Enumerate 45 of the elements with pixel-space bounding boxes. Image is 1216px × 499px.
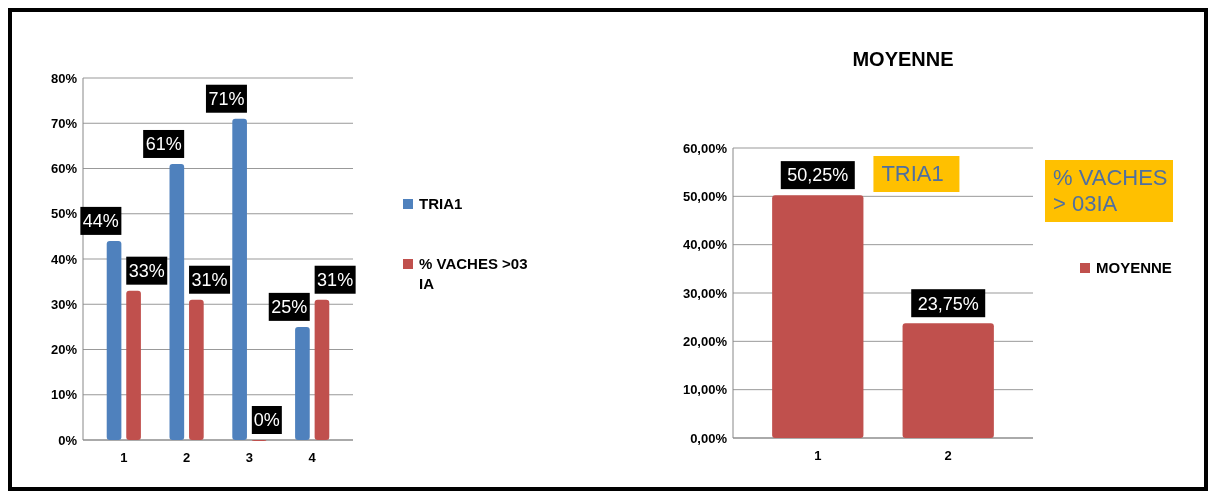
y-tick-label: 0,00% <box>690 430 728 446</box>
data-label: 50,25% <box>787 165 849 186</box>
bar <box>169 163 185 440</box>
y-tick-label: 30% <box>50 296 78 312</box>
x-tick-label: 2 <box>182 450 191 465</box>
data-label: 23,75% <box>917 293 979 314</box>
y-tick-label: 20,00% <box>682 333 728 349</box>
y-tick-label: 40,00% <box>682 237 728 253</box>
bar <box>295 326 310 440</box>
x-tick-label: 1 <box>814 448 822 463</box>
y-tick-label: 30,00% <box>682 285 728 301</box>
data-label: 31% <box>317 270 354 291</box>
legend-label: TRIA1 <box>419 195 463 212</box>
x-tick-label: 1 <box>120 450 128 465</box>
data-label: 25% <box>271 297 308 318</box>
legend-label: MOYENNE <box>1096 259 1172 276</box>
y-tick-label: 50% <box>50 206 78 222</box>
chart-title: MOYENNE <box>852 48 954 70</box>
legend-label: % VACHES >03 IA <box>419 255 528 292</box>
y-tick-label: 50,00% <box>682 188 728 204</box>
data-label: 31% <box>191 270 228 291</box>
x-tick-label: 3 <box>245 450 254 465</box>
y-tick-label: 10% <box>50 387 78 403</box>
text: % VACHES > 03IA <box>1053 165 1168 216</box>
bar <box>106 240 122 440</box>
x-tick-label: 4 <box>308 450 317 465</box>
data-label: 0% <box>253 410 280 431</box>
data-label: 33% <box>128 260 165 281</box>
y-tick-label: 40% <box>50 251 78 267</box>
bar <box>314 299 330 440</box>
y-tick-label: 10,00% <box>682 382 728 398</box>
x-tick-label: 2 <box>944 448 952 463</box>
data-label: 44% <box>82 211 119 232</box>
data-label: 71% <box>208 89 245 110</box>
bar <box>232 118 247 440</box>
data-label: 61% <box>145 134 182 155</box>
y-tick-label: 80% <box>50 70 78 86</box>
bar <box>189 299 204 440</box>
bar <box>126 290 141 440</box>
y-tick-label: 20% <box>50 342 78 358</box>
y-tick-label: 60% <box>50 161 78 177</box>
y-tick-label: 0% <box>58 432 78 448</box>
y-tick-label: 60,00% <box>682 140 728 156</box>
annotation: TRIA1 <box>881 161 944 186</box>
y-tick-label: 70% <box>50 115 78 131</box>
